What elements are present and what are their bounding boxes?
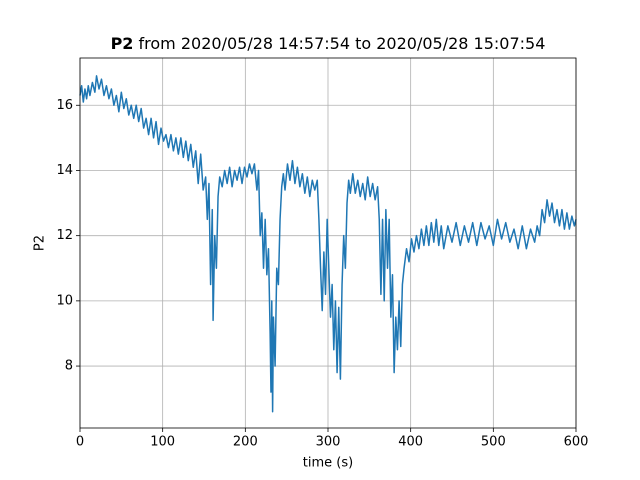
- y-tick-label: 12: [56, 228, 73, 243]
- y-tick-label: 10: [56, 293, 73, 308]
- x-tick-label: 300: [316, 435, 341, 450]
- x-tick-label: 100: [150, 435, 175, 450]
- y-tick-label: 8: [65, 359, 73, 374]
- x-tick-label: 200: [233, 435, 258, 450]
- y-tick-label: 16: [56, 98, 73, 113]
- plot-frame: [79, 57, 577, 429]
- title-rest: from 2020/05/28 14:57:54 to 2020/05/28 1…: [139, 34, 546, 53]
- x-tick-label: 600: [564, 435, 589, 450]
- x-tick-label: 0: [76, 435, 84, 450]
- x-tick-label: 500: [481, 435, 506, 450]
- y-axis-label: P2: [33, 235, 48, 251]
- chart-title: P2 from 2020/05/28 14:57:54 to 2020/05/2…: [111, 34, 546, 53]
- title-bold: P2: [111, 34, 134, 53]
- x-axis-label: time (s): [303, 456, 353, 471]
- x-tick-label: 400: [398, 435, 423, 450]
- y-tick-label: 14: [56, 163, 73, 178]
- data-line: [79, 75, 577, 413]
